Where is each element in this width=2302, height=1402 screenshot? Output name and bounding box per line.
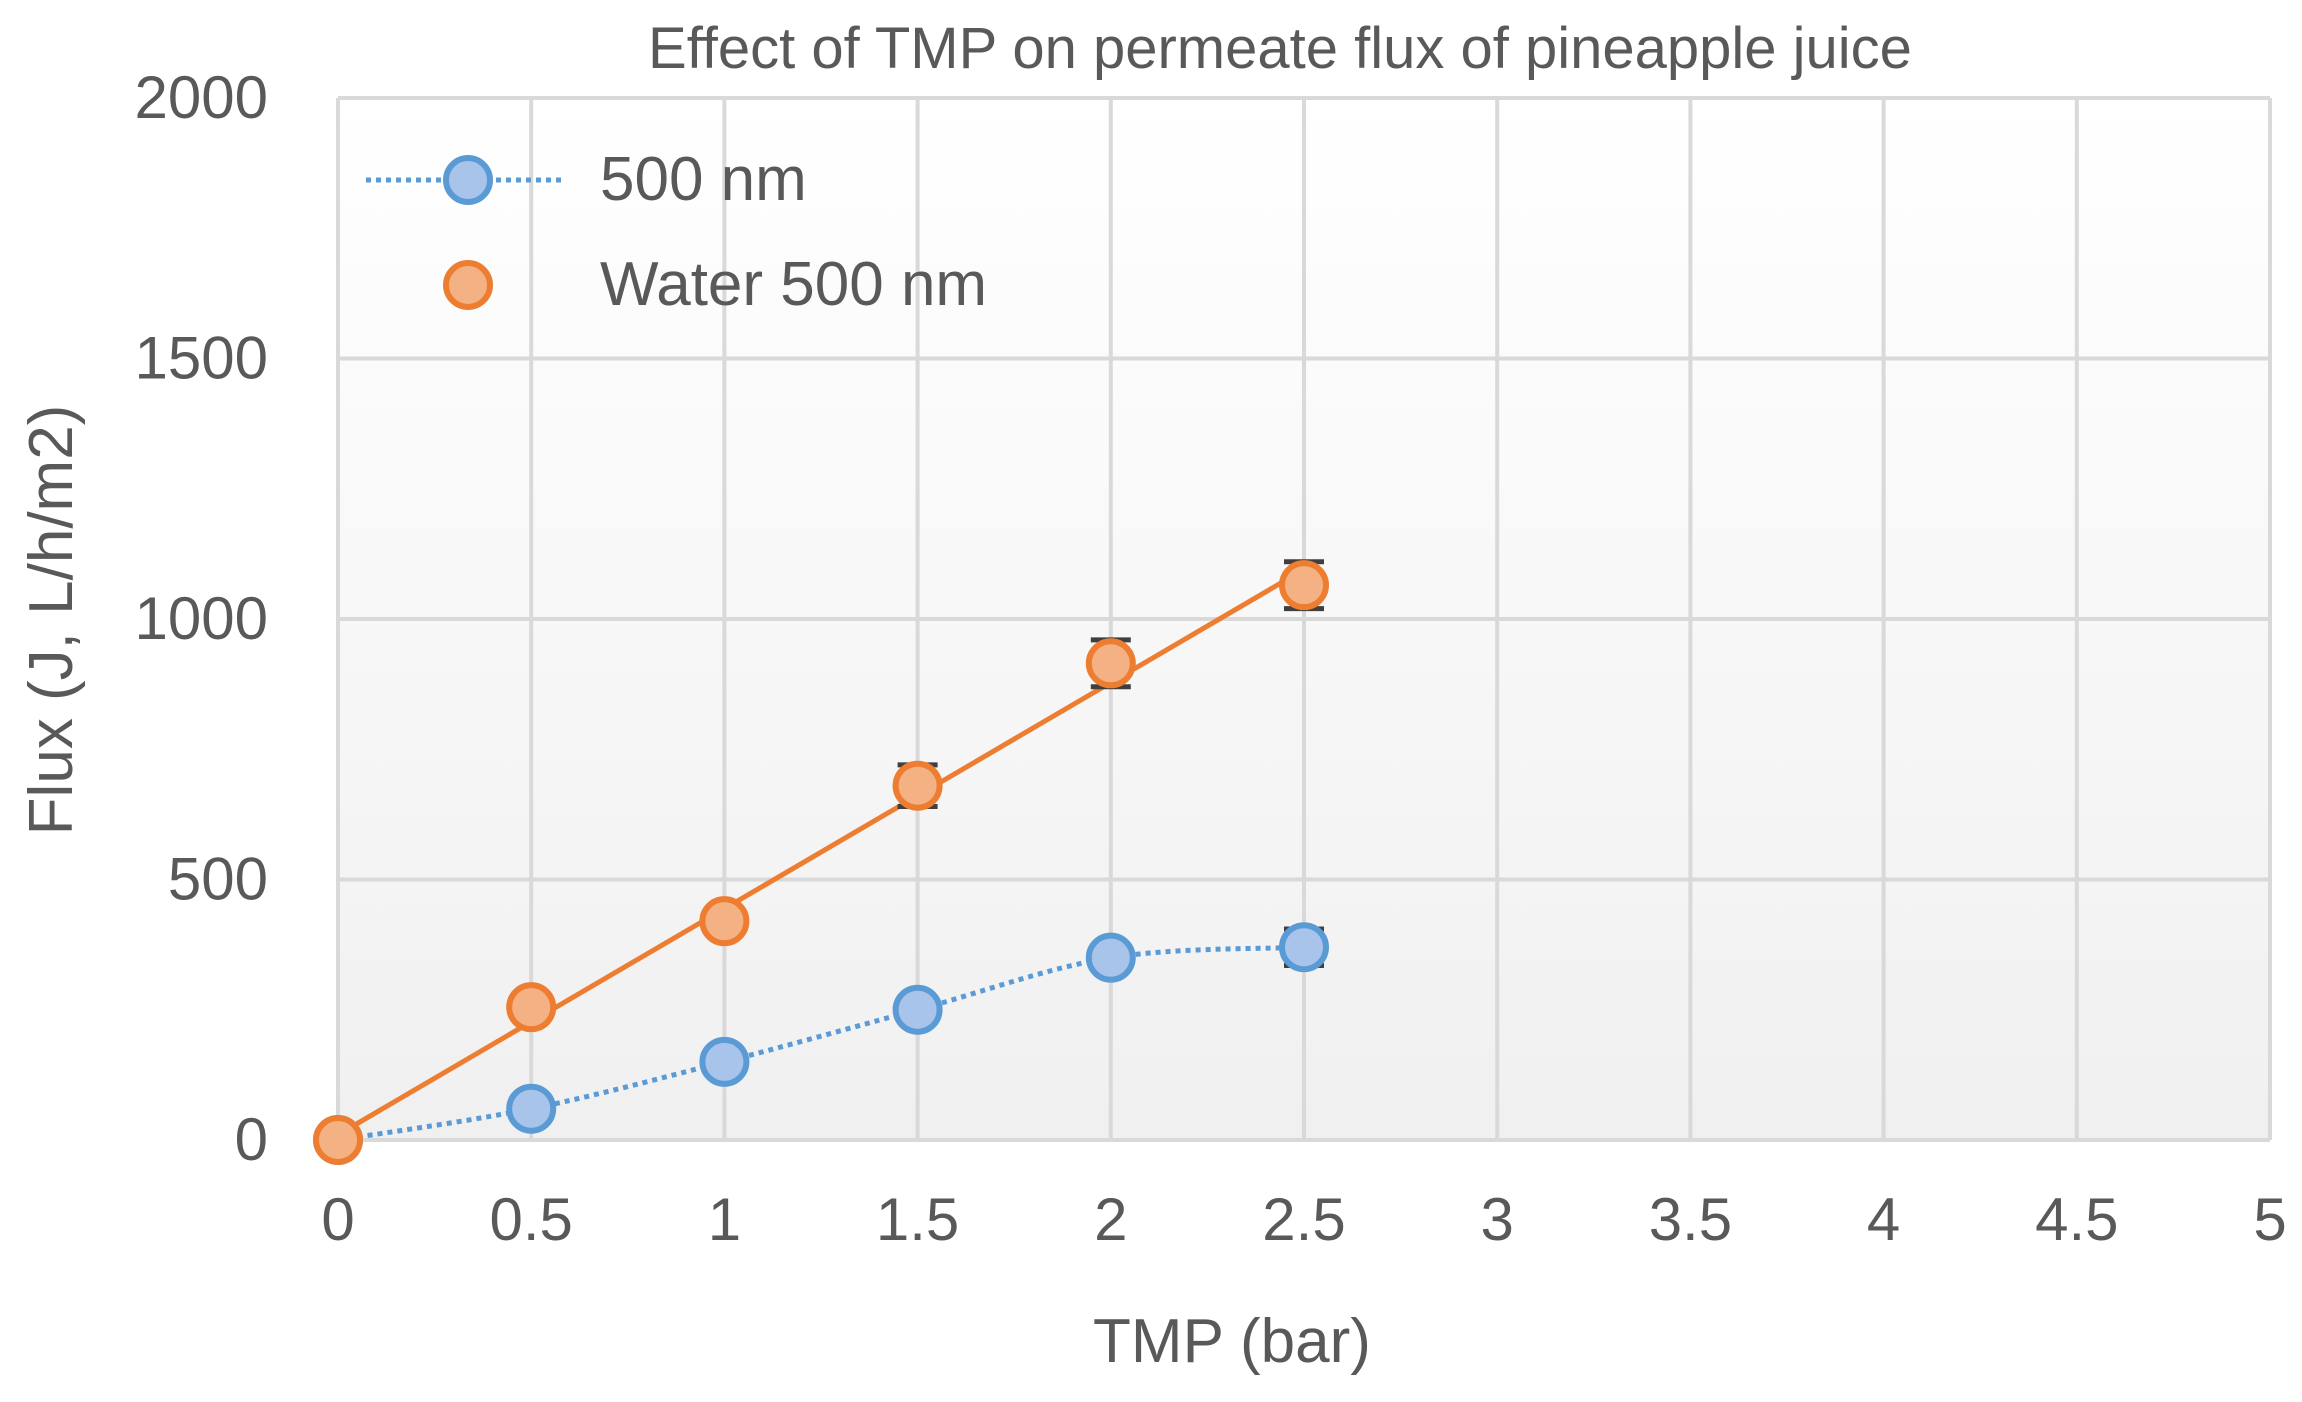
data-point-water-500nm (313, 1115, 363, 1165)
x-tick-label: 2 (1094, 1186, 1127, 1253)
data-point-500nm (1279, 922, 1329, 973)
data-point-water-500nm (699, 896, 750, 947)
legend-label-500nm: 500 nm (600, 145, 807, 214)
y-tick-label: 1000 (135, 585, 268, 652)
x-tick-label: 3.5 (1649, 1186, 1732, 1253)
data-point-500nm (699, 1036, 750, 1087)
y-tick-label: 500 (168, 846, 268, 913)
x-tick-label: 4.5 (2035, 1186, 2118, 1253)
trendline-water-500nm (336, 567, 1306, 1137)
data-point-water-500nm (1279, 560, 1329, 611)
legend: 500 nm Water 500 nm (366, 145, 987, 319)
x-tick-label: 0 (321, 1186, 354, 1253)
y-axis-title: Flux (J, L/h/m2) (17, 405, 86, 836)
x-tick-label: 3 (1481, 1186, 1514, 1253)
data-point-500nm (1085, 932, 1136, 983)
data-point-500nm (506, 1083, 557, 1134)
legend-marker-water-500nm (443, 260, 493, 310)
data-point-water-500nm (892, 760, 943, 811)
data-point-water-500nm (506, 982, 557, 1033)
chart-title: Effect of TMP on permeate flux of pineap… (648, 16, 1912, 81)
x-tick-label: 5 (2253, 1186, 2286, 1253)
data-point-water-500nm (1085, 638, 1136, 689)
x-tick-label: 2.5 (1262, 1186, 1345, 1253)
series-layer (313, 559, 1329, 1165)
x-tick-label: 1.5 (876, 1186, 959, 1253)
y-tick-label: 0 (235, 1106, 268, 1173)
legend-label-water-500nm: Water 500 nm (600, 250, 987, 319)
x-axis-title: TMP (bar) (1093, 1307, 1371, 1376)
y-tick-label: 2000 (135, 64, 268, 131)
x-tick-label: 1 (708, 1186, 741, 1253)
x-tick-label: 4 (1867, 1186, 1900, 1253)
gridlines (336, 96, 2272, 1142)
data-point-500nm (892, 984, 943, 1035)
legend-marker-500nm (443, 155, 493, 205)
x-tick-label: 0.5 (489, 1186, 572, 1253)
y-tick-label: 1500 (135, 325, 268, 392)
tick-labels: 0 0.5 1 1.5 2 2.5 3 3.5 4 4.5 5 0 500 1000 1500 2000 (135, 64, 2287, 1253)
